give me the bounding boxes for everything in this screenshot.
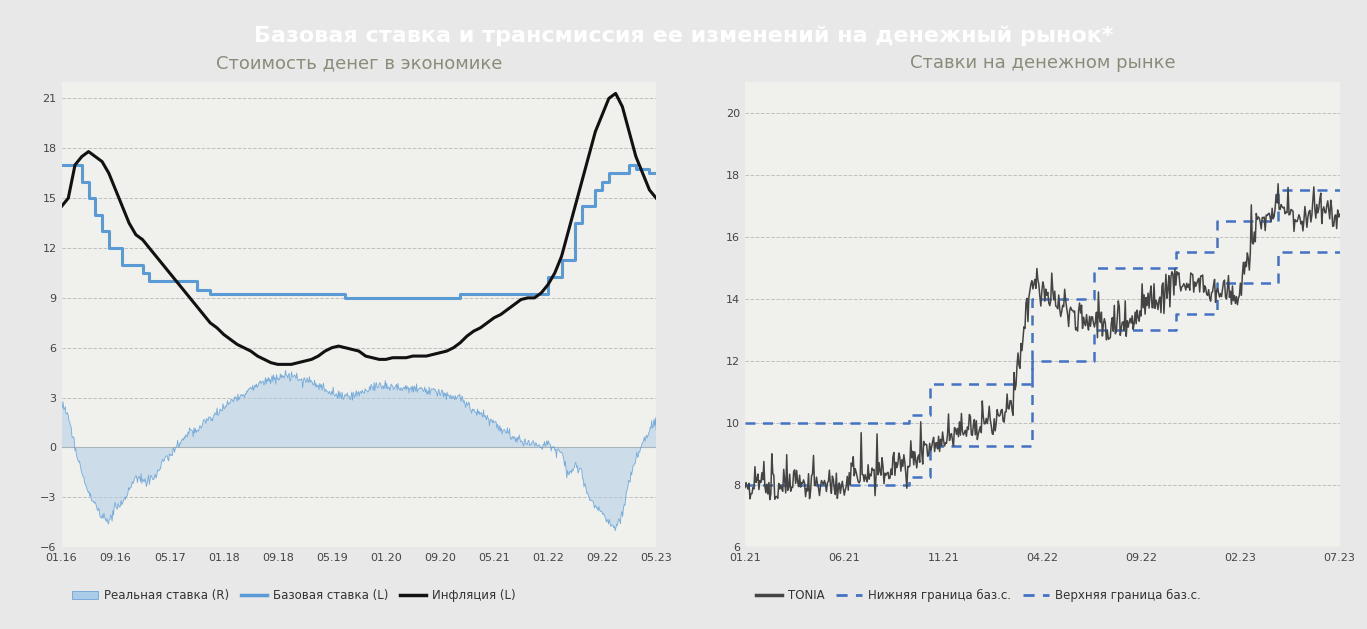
- Legend: Реальная ставка (R), Базовая ставка (L), Инфляция (L): Реальная ставка (R), Базовая ставка (L),…: [67, 584, 521, 606]
- Title: Ставки на денежном рынке: Ставки на денежном рынке: [909, 54, 1176, 72]
- Title: Стоимость денег в экономике: Стоимость денег в экономике: [216, 54, 502, 72]
- Text: Базовая ставка и трансмиссия ее изменений на денежный рынок*: Базовая ставка и трансмиссия ее изменени…: [254, 26, 1113, 47]
- Legend: TONIA, Нижняя граница баз.с., Верхняя граница баз.с.: TONIA, Нижняя граница баз.с., Верхняя гр…: [750, 584, 1204, 606]
